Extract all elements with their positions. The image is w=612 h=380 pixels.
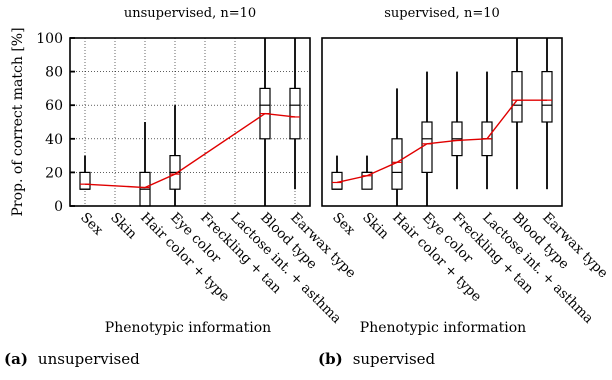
panel-b-x-axis-label: Phenotypic information xyxy=(360,320,526,336)
y-axis-label: Prop. of correct match [%] xyxy=(10,27,26,216)
y-tick-label: 40 xyxy=(45,132,63,148)
panel-a-grid xyxy=(70,38,310,206)
panel-a-caption-text: unsupervised xyxy=(38,350,140,368)
panel-a-x-axis-label: Phenotypic information xyxy=(105,320,271,336)
panel-a-mean-line xyxy=(80,112,300,189)
box-iqr xyxy=(421,121,433,174)
category-label: Sex xyxy=(329,210,358,239)
mean-line xyxy=(336,99,547,184)
panel-b-boxes xyxy=(331,38,553,206)
y-tick-label: 20 xyxy=(45,165,63,181)
box-iqr xyxy=(331,171,343,190)
box-iqr xyxy=(79,171,91,190)
panel-a-caption: (a) unsupervised xyxy=(4,350,140,368)
y-tick-label: 100 xyxy=(36,31,63,47)
y-tick-label: 60 xyxy=(45,98,63,114)
panel-b-caption: (b) supervised xyxy=(318,350,436,368)
y-tick-label: 0 xyxy=(54,199,63,215)
panel-unsupervised: unsupervised, n=10 0 20 40 60 80 100 Sex SkinH… xyxy=(4,6,359,368)
panel-b-frame xyxy=(321,37,563,207)
panel-a-caption-letter: (a) xyxy=(4,350,28,368)
panel-b-caption-text: supervised xyxy=(353,350,436,368)
panel-a-frame xyxy=(69,37,311,207)
panel-a-boxes xyxy=(79,38,301,207)
y-axis-ticks: 0 20 40 60 80 100 xyxy=(36,31,75,215)
box-iqr xyxy=(511,70,523,123)
category-label: Sex xyxy=(77,210,106,239)
panel-a-title: unsupervised, n=10 xyxy=(124,6,256,21)
category-label: Skin xyxy=(359,210,392,243)
y-tick-label: 80 xyxy=(45,65,63,81)
panel-b-caption-letter: (b) xyxy=(318,350,343,368)
panel-b-title: supervised, n=10 xyxy=(384,6,500,21)
category-label: Skin xyxy=(107,210,140,243)
panel-b-mean-line xyxy=(332,99,552,184)
box-iqr xyxy=(289,87,301,140)
box-iqr xyxy=(541,70,553,123)
